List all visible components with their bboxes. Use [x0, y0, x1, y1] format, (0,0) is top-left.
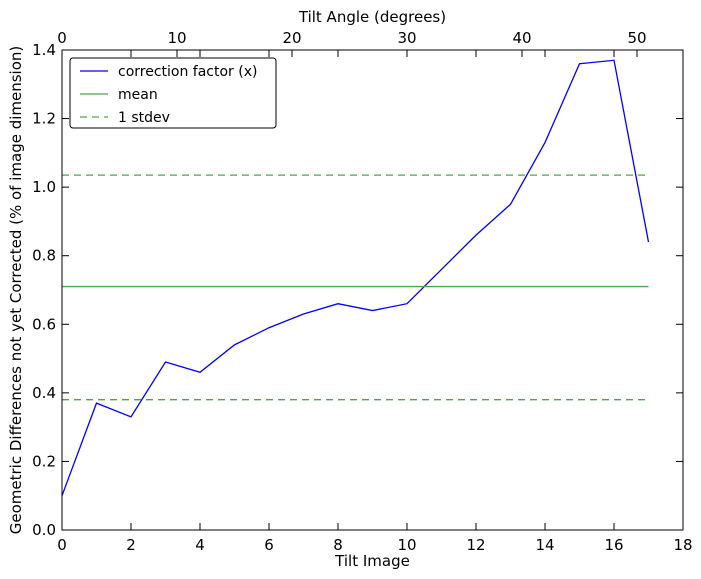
ticks-layer: 0 2 4 6 8 10 12 14 16 180.00.20.40.60.81.01.21.40… [32, 29, 692, 554]
x-tick-label: 18 [673, 536, 692, 554]
x2-tick-label: 20 [282, 29, 301, 47]
legend-label: 1 stdev [118, 110, 170, 126]
y-tick-label: 1.4 [32, 41, 56, 59]
legend-label: correction factor (x) [118, 64, 257, 80]
y-tick-label: 0.6 [32, 315, 56, 333]
x-tick-label: 16 [604, 536, 623, 554]
y-axis-label: Geometric Differences not yet Corrected … [7, 46, 25, 535]
y-tick-label: 1.0 [32, 178, 56, 196]
x-tick-label: 0 [57, 536, 67, 554]
series-layer [61, 59, 650, 496]
y-tick-label: 0.8 [32, 247, 56, 265]
y-tick-label: 0.2 [32, 452, 56, 470]
x2-tick-label: 10 [167, 29, 186, 47]
top-x-axis-label: Tilt Angle (degrees) [298, 8, 446, 26]
x-axis-label: Tilt Image [334, 552, 410, 570]
series-line-0 [61, 59, 650, 496]
x-tick-label: 14 [535, 536, 554, 554]
x2-tick-label: 30 [397, 29, 416, 47]
x-tick-label: 6 [264, 536, 274, 554]
legend-box [69, 57, 277, 129]
x-tick-label: 2 [126, 536, 136, 554]
plot-frame [61, 49, 684, 531]
x-tick-label: 8 [333, 536, 343, 554]
legend: correction factor (x) mean 1 stdev [69, 57, 277, 129]
x-tick-label: 4 [195, 536, 205, 554]
x-tick-label: 10 [397, 536, 416, 554]
y-tick-label: 0.4 [32, 384, 56, 402]
x2-tick-label: 50 [627, 29, 646, 47]
y-tick-label: 0.0 [32, 521, 56, 539]
y-tick-label: 1.2 [32, 110, 56, 128]
x-tick-label: 12 [466, 536, 485, 554]
x2-tick-label: 0 [57, 29, 67, 47]
x2-tick-label: 40 [512, 29, 531, 47]
legend-label: mean [118, 87, 158, 103]
